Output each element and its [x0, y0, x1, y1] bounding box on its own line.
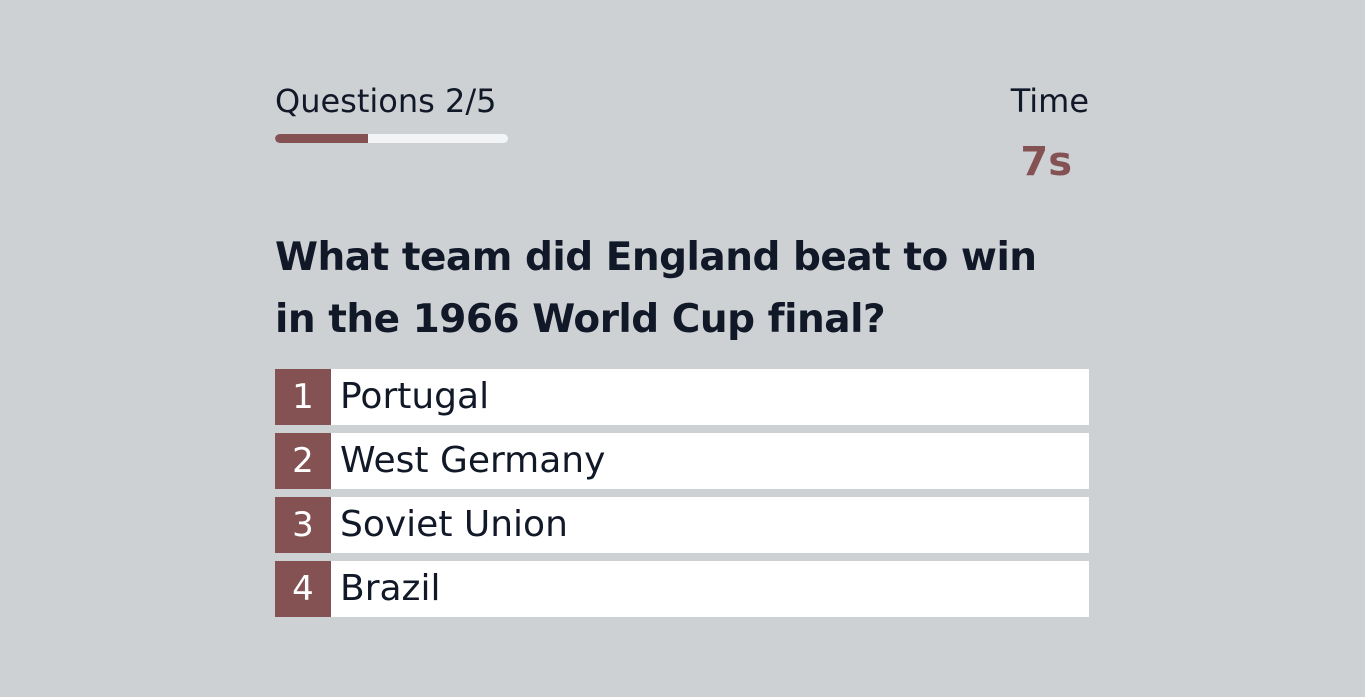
answer-option-1[interactable]: 1 Portugal [275, 369, 1089, 425]
answer-label: Portugal [340, 376, 490, 417]
question-counter: Questions 2/5 [275, 82, 497, 120]
quiz-container: Questions 2/5 Time 7s What team did Engl… [275, 0, 1089, 697]
answer-list: 1 Portugal 2 West Germany 3 Soviet Union… [275, 369, 1089, 625]
answer-option-2[interactable]: 2 West Germany [275, 433, 1089, 489]
progress-bar-fill [275, 134, 369, 143]
answer-option-3[interactable]: 3 Soviet Union [275, 497, 1089, 553]
answer-number: 3 [275, 497, 331, 553]
timer-label: Time [1010, 82, 1089, 120]
answer-number: 4 [275, 561, 331, 617]
answer-label: Soviet Union [340, 504, 568, 545]
answer-label: West Germany [340, 440, 606, 481]
progress-bar [275, 134, 508, 143]
answer-label: Brazil [340, 568, 441, 609]
progress-section: Questions 2/5 [275, 82, 508, 143]
timer-value: 7s [1020, 139, 1072, 185]
answer-number: 2 [275, 433, 331, 489]
question-text: What team did England beat to win in the… [275, 235, 1037, 342]
answer-number: 1 [275, 369, 331, 425]
timer-section: Time 7s [889, 82, 1089, 185]
answer-option-4[interactable]: 4 Brazil [275, 561, 1089, 617]
